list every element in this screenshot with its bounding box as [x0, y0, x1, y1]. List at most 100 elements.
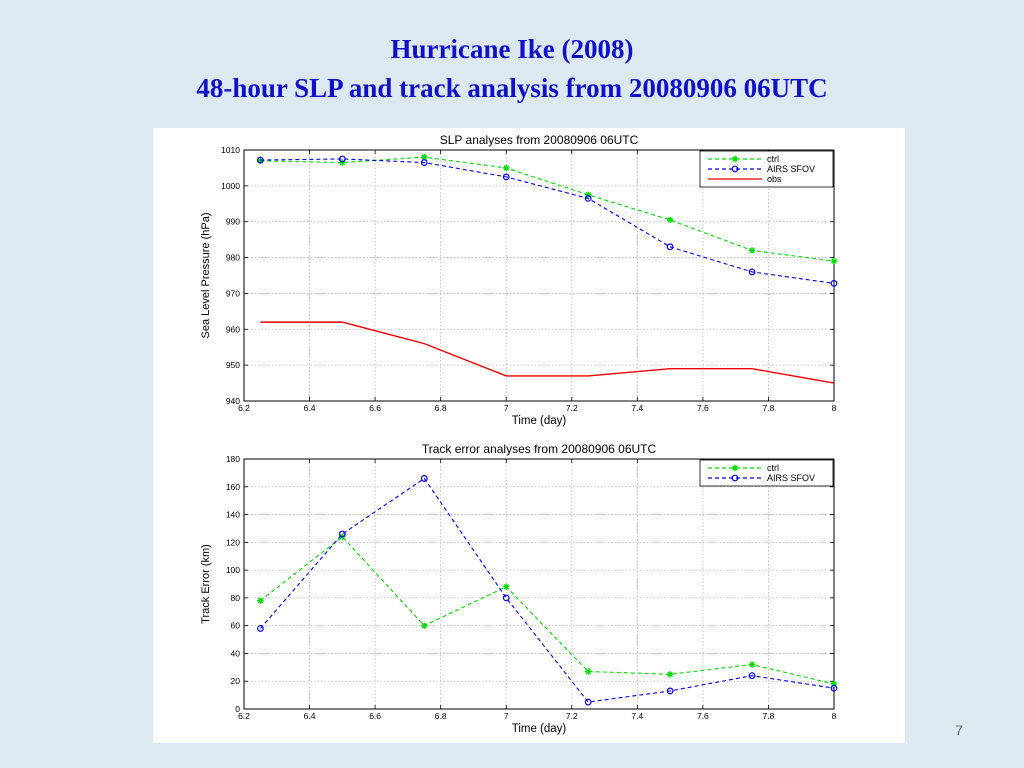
data-point — [503, 583, 510, 590]
data-point — [830, 680, 838, 688]
x-tick-label: 6.8 — [435, 711, 447, 721]
x-axis-label: Time (day) — [512, 415, 567, 427]
x-tick-label: 8 — [832, 711, 837, 721]
data-point — [830, 684, 838, 692]
legend-label: AIRS SFOV — [767, 164, 815, 174]
plot-frame — [243, 458, 835, 710]
data-point — [584, 668, 592, 675]
legend-marker — [731, 464, 739, 472]
data-point — [502, 173, 510, 181]
y-axis-label: Sea Level Pressure (hPa) — [200, 213, 212, 339]
y-tick-label: 950 — [226, 360, 240, 370]
data-point — [421, 153, 428, 161]
series-line — [259, 477, 835, 703]
series-line — [260, 156, 835, 262]
chart-title: Track error analyses from 20080906 06UTC — [422, 442, 657, 456]
data-point — [421, 622, 428, 629]
data-point — [666, 671, 674, 678]
x-tick-label: 6.4 — [304, 403, 316, 413]
data-point — [256, 625, 264, 632]
data-point — [420, 159, 428, 166]
x-tick-label: 7.6 — [697, 711, 709, 721]
data-point — [748, 268, 756, 276]
data-point — [339, 159, 346, 166]
y-tick-label: 980 — [226, 253, 240, 263]
page-number: 7 — [955, 722, 963, 738]
series-line — [260, 158, 835, 284]
x-tick-label: 6.2 — [238, 711, 250, 721]
legend-label: ctrl — [767, 154, 779, 164]
y-tick-label: 970 — [226, 288, 240, 298]
x-tick-label: 6.6 — [369, 711, 381, 721]
y-tick-label: 80 — [231, 593, 241, 603]
y-tick-label: 180 — [226, 454, 240, 464]
data-point — [584, 191, 592, 199]
data-point — [256, 156, 264, 164]
series-ctrl — [257, 153, 838, 265]
x-tick-label: 7.2 — [566, 711, 578, 721]
x-tick-label: 7.4 — [631, 711, 643, 721]
series-obs — [260, 321, 835, 384]
y-tick-label: 20 — [231, 676, 241, 686]
y-tick-label: 940 — [226, 396, 240, 406]
series-airs-sfov — [256, 475, 838, 706]
legend-label: ctrl — [767, 463, 779, 473]
y-tick-label: 960 — [226, 324, 240, 334]
legend-label: obs — [767, 174, 782, 184]
data-point — [748, 247, 756, 254]
series-line — [260, 321, 835, 384]
chart-title: SLP analyses from 20080906 06UTC — [440, 133, 639, 147]
data-point — [830, 279, 838, 287]
x-axis-label: Time (day) — [512, 723, 567, 735]
legend-box — [699, 459, 834, 487]
series-line — [260, 536, 835, 685]
y-tick-label: 60 — [231, 621, 241, 631]
slide-title-line-1: Hurricane Ike (2008) — [390, 34, 634, 64]
data-point — [257, 157, 264, 164]
chart-2: 6.2 6.4 6.6 6.8 7 7.2 7.4 7.6 7.8 802040608010012… — [200, 442, 838, 735]
x-tick-label: 6.8 — [435, 403, 447, 413]
y-tick-label: 1010 — [221, 145, 240, 155]
y-tick-label: 40 — [231, 648, 241, 658]
x-tick-label: 6.6 — [369, 403, 381, 413]
y-tick-label: 120 — [226, 537, 240, 547]
x-tick-label: 7.2 — [566, 403, 578, 413]
y-tick-label: 160 — [226, 482, 240, 492]
data-point — [503, 164, 510, 172]
data-point — [748, 661, 756, 668]
data-point — [666, 216, 674, 224]
x-tick-label: 7 — [504, 403, 509, 413]
data-point — [666, 687, 674, 695]
data-point — [502, 594, 510, 602]
x-tick-label: 7.6 — [697, 403, 709, 413]
x-tick-label: 7.4 — [631, 403, 643, 413]
data-point — [338, 530, 346, 538]
charts-svg: 6.2 6.4 6.6 6.8 7 7.2 7.4 7.6 7.8 8 940 950 960 970 98… — [200, 133, 838, 735]
x-tick-label: 8 — [832, 403, 837, 413]
data-point — [748, 672, 756, 680]
x-tick-label: 7.8 — [763, 711, 775, 721]
data-point — [338, 155, 346, 163]
legend-marker — [731, 155, 739, 163]
series-ctrl — [257, 533, 838, 688]
data-point — [666, 243, 674, 251]
data-point — [420, 475, 428, 482]
y-tick-label: 0 — [235, 704, 240, 714]
chart-1: 6.2 6.4 6.6 6.8 7 7.2 7.4 7.6 7.8 8 940 950 960 970 98… — [200, 133, 838, 427]
data-point — [257, 597, 264, 604]
y-tick-label: 140 — [226, 510, 240, 520]
x-tick-label: 6.2 — [238, 403, 250, 413]
series-airs-sfov — [256, 155, 838, 287]
x-tick-label: 7.8 — [763, 403, 775, 413]
data-point — [830, 257, 838, 265]
legend-label: AIRS SFOV — [767, 473, 815, 483]
y-tick-label: 1000 — [221, 181, 240, 191]
y-tick-label: 990 — [226, 217, 240, 227]
legend-marker — [731, 474, 739, 482]
slide-title: Hurricane Ike (2008) 48-hour SLP and tra… — [0, 30, 1024, 108]
data-point — [584, 195, 592, 202]
y-axis-label: Track Error (km) — [200, 544, 212, 624]
x-tick-label: 7 — [504, 711, 509, 721]
data-point — [584, 698, 592, 706]
